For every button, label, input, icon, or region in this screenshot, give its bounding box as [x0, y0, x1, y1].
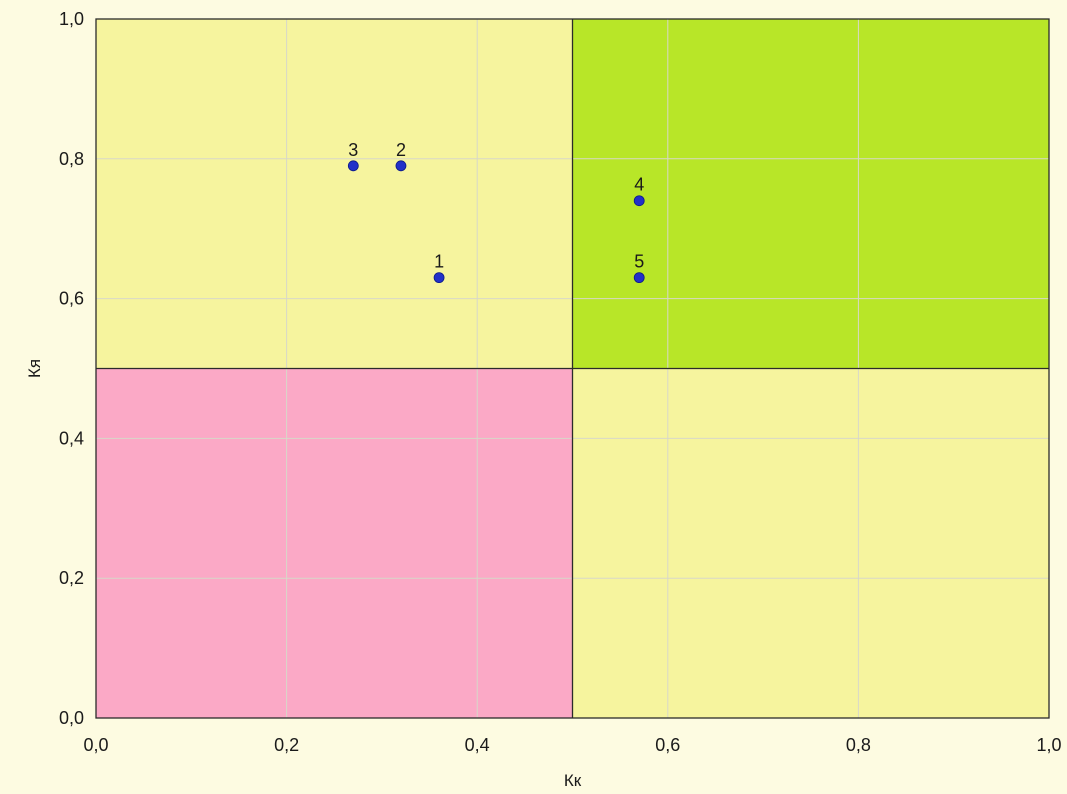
y-tick-label: 0,0 [59, 708, 84, 728]
x-tick-label: 0,0 [83, 735, 108, 755]
plot-frame [95, 18, 1050, 719]
x-tick-label: 1,0 [1036, 735, 1061, 755]
data-point [395, 160, 407, 172]
y-tick-label: 0,8 [59, 149, 84, 169]
divider-layer [96, 19, 1049, 718]
quadrant-bottom-left [96, 368, 573, 718]
x-tick-label: 0,6 [655, 735, 680, 755]
data-point [633, 272, 645, 284]
y-tick-label: 0,6 [59, 289, 84, 309]
data-point-label: 4 [634, 175, 644, 195]
x-axis-title: Кк [564, 771, 582, 790]
data-point-label: 2 [396, 140, 406, 160]
quadrant-top-left [96, 19, 573, 369]
y-axis-ticks: 0,0 0,2 0,4 0,6 0,8 1,0 [59, 9, 84, 728]
data-point-label: 1 [434, 252, 444, 272]
quadrant-layer [96, 19, 1049, 718]
y-tick-label: 1,0 [59, 9, 84, 29]
x-axis-ticks: 0,0 0,2 0,4 0,6 0,8 1,0 [83, 735, 1061, 755]
y-axis-title: Кя [25, 359, 44, 378]
x-tick-label: 0,8 [846, 735, 871, 755]
x-tick-label: 0,4 [465, 735, 490, 755]
quadrant-top-right [572, 19, 1049, 369]
y-tick-label: 0,4 [59, 428, 84, 448]
data-point [347, 160, 359, 172]
data-point-label: 5 [634, 252, 644, 272]
data-point-label: 3 [348, 140, 358, 160]
y-tick-label: 0,2 [59, 568, 84, 588]
quadrant-bottom-right [572, 368, 1049, 718]
data-point [433, 272, 445, 284]
x-tick-label: 0,2 [274, 735, 299, 755]
data-point [633, 195, 645, 207]
data-points: 1 2 3 4 5 [347, 140, 645, 284]
